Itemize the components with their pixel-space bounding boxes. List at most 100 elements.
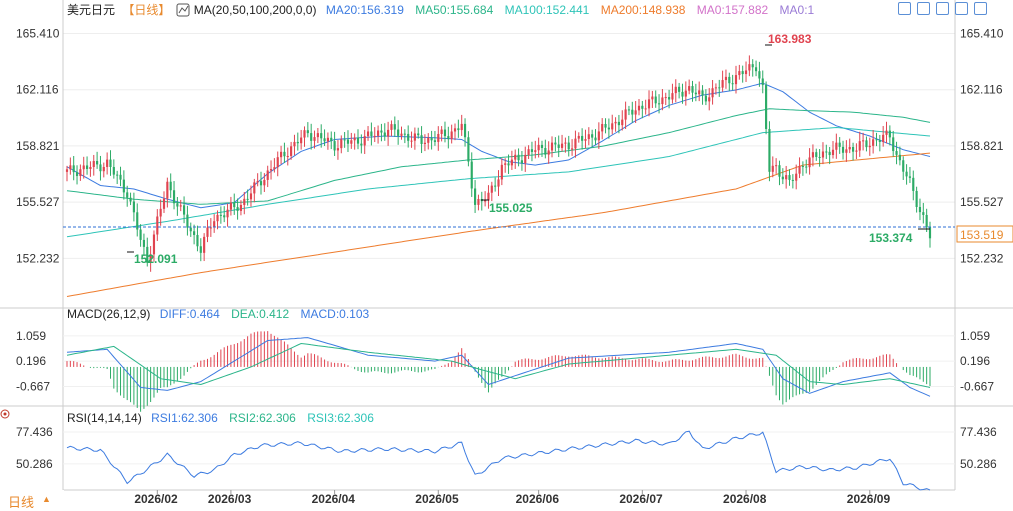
rsi-gear-icon[interactable] bbox=[0, 409, 10, 419]
candle-body bbox=[815, 152, 818, 157]
x-tick-label: 2026/09 bbox=[847, 492, 891, 506]
candle-body bbox=[75, 172, 79, 177]
candle-body bbox=[895, 151, 898, 155]
candle-body bbox=[758, 71, 761, 79]
candle-body bbox=[925, 214, 928, 228]
candle-body bbox=[363, 136, 366, 146]
candle-body bbox=[811, 152, 815, 158]
candle-body bbox=[918, 207, 922, 213]
candle-body bbox=[550, 142, 554, 151]
candle-body bbox=[447, 136, 450, 140]
tab-dropdown-icon[interactable]: ▲ bbox=[42, 494, 51, 504]
candle-body bbox=[179, 205, 182, 207]
candle-body bbox=[273, 167, 276, 170]
candle-body bbox=[320, 133, 323, 139]
candle-body bbox=[453, 128, 457, 132]
macd-value: MACD:0.103 bbox=[300, 307, 369, 321]
candle-body bbox=[741, 71, 744, 75]
macd-tick-right: -0.667 bbox=[960, 379, 994, 393]
candle-body bbox=[544, 147, 547, 155]
candle-body bbox=[380, 130, 383, 133]
candle-body bbox=[698, 90, 701, 95]
candle-body bbox=[795, 173, 798, 181]
rsi1-value: RSI1:62.306 bbox=[151, 411, 218, 425]
candle-body bbox=[313, 137, 316, 141]
candle-body bbox=[644, 108, 647, 110]
candle-body bbox=[597, 131, 600, 141]
candle-body bbox=[109, 159, 112, 167]
candle-body bbox=[828, 151, 831, 156]
rsi-panel bbox=[66, 430, 931, 491]
candle-body bbox=[524, 154, 527, 164]
candle-body bbox=[403, 133, 406, 135]
candle-body bbox=[397, 129, 400, 136]
fullscreen-icon[interactable] bbox=[955, 2, 968, 15]
candle-body bbox=[316, 133, 319, 138]
candle-body bbox=[229, 202, 232, 210]
candle-body bbox=[801, 165, 804, 167]
candle-body bbox=[467, 137, 470, 162]
candle-body bbox=[724, 76, 728, 81]
candle-body bbox=[437, 133, 440, 142]
candle-body bbox=[711, 88, 714, 98]
candle-body bbox=[627, 109, 631, 111]
candle-body bbox=[507, 163, 510, 166]
candle-body bbox=[330, 137, 333, 142]
candle-body bbox=[132, 201, 135, 213]
period-tab[interactable]: 日线 ▲ bbox=[0, 490, 64, 511]
candle-body bbox=[567, 142, 570, 150]
candle-body bbox=[296, 141, 299, 144]
candle-body bbox=[139, 229, 142, 240]
candle-body bbox=[350, 140, 353, 144]
candle-body bbox=[172, 190, 176, 204]
rsi-params: RSI(14,14,14) bbox=[67, 411, 142, 425]
candle-body bbox=[761, 78, 764, 86]
candle-body bbox=[547, 150, 550, 155]
candle-body bbox=[323, 138, 326, 142]
crosshair-icon[interactable] bbox=[898, 2, 911, 15]
zoom-out-icon[interactable] bbox=[936, 2, 949, 15]
diff-value: DIFF:0.464 bbox=[160, 307, 220, 321]
dea-value: DEA:0.412 bbox=[231, 307, 289, 321]
close-icon[interactable] bbox=[974, 2, 987, 15]
candle-body bbox=[634, 110, 637, 115]
candle-body bbox=[788, 175, 791, 180]
candle-body bbox=[216, 214, 219, 222]
candle-body bbox=[601, 123, 604, 132]
zoom-in-icon[interactable] bbox=[917, 2, 930, 15]
rsi-legend: RSI(14,14,14) RSI1:62.306 RSI2:62.306 RS… bbox=[67, 411, 374, 425]
candle-body bbox=[243, 198, 246, 205]
candle-body bbox=[156, 216, 159, 235]
ma20-value: MA20:156.319 bbox=[326, 3, 404, 17]
settings-icon[interactable] bbox=[176, 3, 190, 17]
candle-body bbox=[236, 207, 239, 211]
rsi-tick-right: 77.436 bbox=[960, 425, 997, 439]
candle-body bbox=[624, 109, 627, 120]
period-label[interactable]: 【日线】 bbox=[122, 3, 170, 17]
candle-body bbox=[343, 139, 346, 141]
candle-body bbox=[290, 146, 293, 156]
candle-body bbox=[875, 139, 878, 141]
candle-body bbox=[851, 147, 855, 152]
candle-body bbox=[116, 174, 119, 176]
candle-body bbox=[748, 64, 751, 71]
candle-body bbox=[226, 209, 229, 218]
candle-body bbox=[500, 164, 503, 180]
candle-body bbox=[514, 154, 517, 160]
price-tick-right: 152.232 bbox=[960, 251, 1004, 265]
window-toolbar bbox=[898, 2, 987, 15]
candle-body bbox=[370, 131, 373, 137]
candle-body bbox=[607, 127, 610, 130]
candle-body bbox=[657, 103, 661, 105]
candle-body bbox=[417, 133, 420, 136]
candle-body bbox=[577, 135, 580, 139]
candle-body bbox=[678, 86, 681, 92]
candle-body bbox=[72, 165, 75, 173]
candle-body bbox=[668, 97, 671, 100]
ma50-value: MA50:155.684 bbox=[415, 3, 493, 17]
x-tick-label: 2026/08 bbox=[723, 492, 767, 506]
candle-body bbox=[664, 97, 667, 99]
macd-tick-left: 0.196 bbox=[16, 354, 46, 368]
candle-body bbox=[587, 134, 590, 140]
